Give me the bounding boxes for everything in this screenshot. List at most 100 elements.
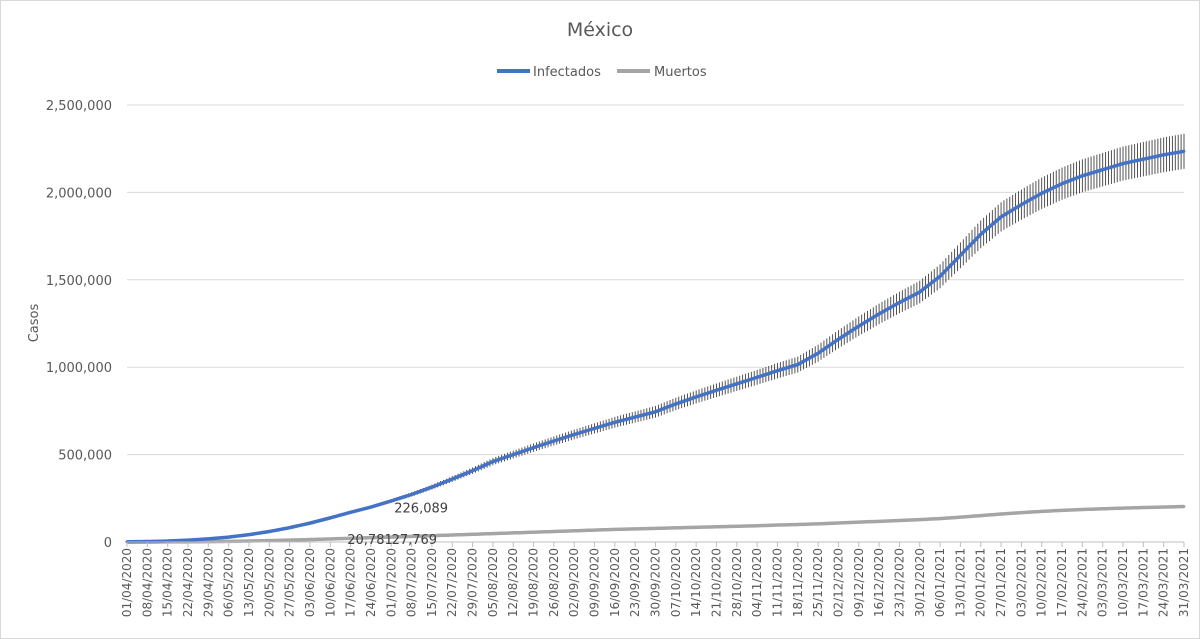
data-point-muertos <box>552 530 556 533</box>
x-tick-label: 09/12/2020 <box>852 548 866 617</box>
data-point-muertos <box>369 536 373 540</box>
data-point-muertos <box>735 524 739 528</box>
data-point-muertos <box>1162 505 1166 509</box>
data-point-muertos <box>959 515 962 519</box>
x-tick-label: 19/08/2020 <box>527 548 541 617</box>
data-point-infectados <box>511 453 515 456</box>
x-tick-label: 24/06/2020 <box>364 548 378 617</box>
data-point-muertos <box>532 530 535 534</box>
data-point-infectados <box>898 301 901 304</box>
x-tick-label: 30/12/2020 <box>913 548 927 617</box>
x-tick-label: 11/11/2020 <box>770 548 784 617</box>
data-point-infectados <box>633 415 637 419</box>
x-tick-label: 18/11/2020 <box>791 548 805 617</box>
data-point-muertos <box>918 518 922 522</box>
data-point-infectados <box>572 433 576 436</box>
data-point-infectados <box>532 446 535 450</box>
x-tick-label: 09/09/2020 <box>588 548 602 617</box>
data-point-muertos <box>857 520 861 524</box>
data-point-infectados <box>776 369 779 373</box>
x-tick-label: 08/04/2020 <box>140 548 154 617</box>
data-label: 27,769 <box>392 533 438 548</box>
x-tick-label: 28/10/2020 <box>730 548 744 617</box>
data-point-muertos <box>430 534 434 538</box>
x-tick-label: 21/10/2020 <box>709 548 723 617</box>
y-tick-label: 1,000,000 <box>46 361 112 376</box>
y-tick-label: 500,000 <box>58 449 112 464</box>
data-point-infectados <box>816 351 820 355</box>
x-tick-label: 29/07/2020 <box>466 548 480 617</box>
x-tick-label: 24/03/2021 <box>1157 548 1171 617</box>
data-point-infectados <box>593 426 596 430</box>
data-point-muertos <box>715 525 718 529</box>
x-tick-label: 03/03/2021 <box>1096 548 1110 617</box>
data-point-infectados <box>1060 182 1064 186</box>
x-tick-label: 22/04/2020 <box>181 548 195 617</box>
y-axis-ticks: 0 500,000 1,000,000 1,500,000 2,000,000 2,500… <box>46 99 112 551</box>
data-point-infectados <box>1101 168 1105 172</box>
data-point-muertos <box>796 523 800 526</box>
gridlines <box>127 104 1184 456</box>
y-tick-label: 1,500,000 <box>46 274 112 289</box>
x-tick-label: 23/12/2020 <box>892 548 906 617</box>
data-point-infectados <box>1040 191 1044 195</box>
x-tick-label: 17/03/2021 <box>1136 548 1150 617</box>
data-point-infectados <box>308 521 312 525</box>
x-tick-label: 06/01/2021 <box>933 548 947 617</box>
data-point-muertos <box>1019 511 1023 515</box>
x-tick-label: 12/08/2020 <box>506 548 520 617</box>
x-tick-label: 16/12/2020 <box>872 548 886 617</box>
x-tick-label: 13/01/2021 <box>953 548 967 617</box>
x-tick-label: 01/07/2020 <box>384 548 398 617</box>
x-tick-label: 03/06/2020 <box>303 548 317 617</box>
data-point-infectados <box>369 505 373 509</box>
data-point-muertos <box>471 532 474 536</box>
x-tick-label: 02/09/2020 <box>567 548 581 617</box>
data-point-infectados <box>410 493 413 496</box>
x-tick-label: 07/10/2020 <box>669 548 683 617</box>
y-tick-label: 2,500,000 <box>46 99 112 114</box>
legend-label-muertos: Muertos <box>654 65 707 80</box>
series-muertos <box>125 504 1186 544</box>
x-tick-label: 20/05/2020 <box>262 548 276 617</box>
x-tick-label: 15/07/2020 <box>425 548 439 617</box>
data-point-infectados <box>918 290 922 294</box>
data-point-muertos <box>816 522 820 526</box>
data-point-infectados <box>288 526 292 530</box>
x-tick-label: 03/02/2021 <box>1014 548 1028 617</box>
data-point-muertos <box>1182 505 1186 508</box>
data-point-infectados <box>837 337 840 341</box>
data-point-muertos <box>572 529 576 533</box>
data-point-infectados <box>694 395 698 399</box>
series-line-muertos <box>127 504 1185 544</box>
x-tick-label: 24/02/2021 <box>1075 548 1089 617</box>
x-tick-label: 29/04/2020 <box>201 548 215 617</box>
x-tick-label: 26/08/2020 <box>547 548 561 617</box>
data-point-infectados <box>267 530 271 533</box>
chart-title: México <box>567 19 633 41</box>
legend-item-muertos[interactable]: Muertos <box>617 65 707 80</box>
data-point-muertos <box>1121 506 1125 510</box>
data-point-muertos <box>654 526 657 530</box>
y-axis-label: Casos <box>27 304 42 343</box>
data-point-infectados <box>328 516 332 520</box>
data-point-infectados <box>1141 157 1145 161</box>
x-tick-label: 14/10/2020 <box>689 548 703 617</box>
x-tick-label: 02/12/2020 <box>831 548 845 617</box>
data-point-infectados <box>1019 203 1023 207</box>
x-tick-label: 23/09/2020 <box>628 548 642 617</box>
data-point-infectados <box>857 324 861 328</box>
y-tick-label: 0 <box>104 536 112 551</box>
x-tick-label: 15/04/2020 <box>161 548 175 617</box>
data-point-infectados <box>471 469 474 473</box>
data-point-muertos <box>288 538 292 542</box>
legend-item-infectados[interactable]: Infectados <box>497 65 601 80</box>
data-point-infectados <box>979 232 983 236</box>
data-point-muertos <box>349 536 352 540</box>
x-tick-label: 05/08/2020 <box>486 548 500 617</box>
legend-label-infectados: Infectados <box>533 65 601 80</box>
data-point-muertos <box>979 514 983 518</box>
x-tick-label: 17/06/2020 <box>344 548 358 617</box>
data-point-muertos <box>877 519 881 523</box>
